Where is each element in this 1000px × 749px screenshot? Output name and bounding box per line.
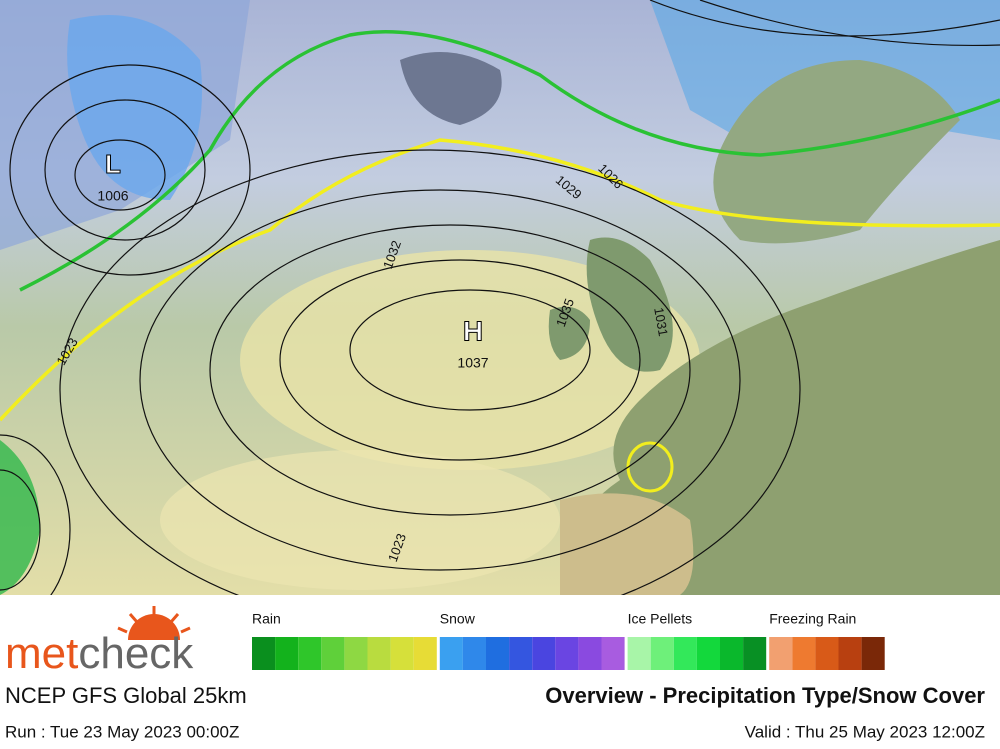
legend-swatch (861, 637, 885, 670)
isobar-label: 1031 (651, 306, 671, 337)
title: Overview - Precipitation Type/Snow Cover (545, 683, 985, 708)
legend-swatch (792, 637, 816, 670)
valid: Valid : Thu 25 May 2023 12:00Z (745, 722, 985, 741)
legend-swatch (769, 637, 793, 670)
legend-swatch (413, 637, 437, 670)
logo-sun (117, 606, 191, 640)
legend-swatch (344, 637, 368, 670)
legend-swatch (275, 637, 299, 670)
legend-swatch (673, 637, 697, 670)
legend-label: Ice Pellets (628, 611, 693, 627)
logo-part: check (78, 629, 194, 678)
legend-swatch (439, 637, 463, 670)
legend-swatch (720, 637, 744, 670)
legend-swatch (486, 637, 510, 670)
legend-swatch (696, 637, 720, 670)
logo: metcheck (5, 629, 194, 678)
legend-label: Snow (440, 611, 476, 627)
footer: metcheck NCEP GFS Global 25km Run : Tue … (0, 595, 1000, 749)
low-symbol: L (105, 149, 121, 179)
legend-swatch (321, 637, 345, 670)
legend-swatch (390, 637, 414, 670)
legend-label: Rain (252, 611, 281, 627)
high-symbol: H (463, 315, 483, 346)
legend-swatch (462, 637, 486, 670)
legend-swatch (743, 637, 767, 670)
legend-swatch (555, 637, 579, 670)
legend: Rain Snow Ice Pellets Freezing Rain (252, 611, 885, 670)
legend-swatch (815, 637, 839, 670)
legend-label: Freezing Rain (769, 611, 856, 627)
map: L 1006 H 1037 1032 1029 1026 1035 1031 1… (0, 0, 1000, 631)
model: NCEP GFS Global 25km (5, 683, 247, 708)
low-pressure: 1006 (97, 188, 128, 204)
legend-swatch (532, 637, 556, 670)
run: Run : Tue 23 May 2023 00:00Z (5, 722, 239, 741)
high-pressure: 1037 (457, 355, 488, 371)
logo-part: met (5, 629, 78, 678)
legend-swatch (578, 637, 602, 670)
legend-swatch (627, 637, 651, 670)
legend-swatch (367, 637, 391, 670)
legend-swatch (601, 637, 625, 670)
legend-swatch (838, 637, 862, 670)
legend-swatch (298, 637, 322, 670)
legend-swatch (252, 637, 276, 670)
legend-swatch (650, 637, 674, 670)
legend-swatch (509, 637, 533, 670)
